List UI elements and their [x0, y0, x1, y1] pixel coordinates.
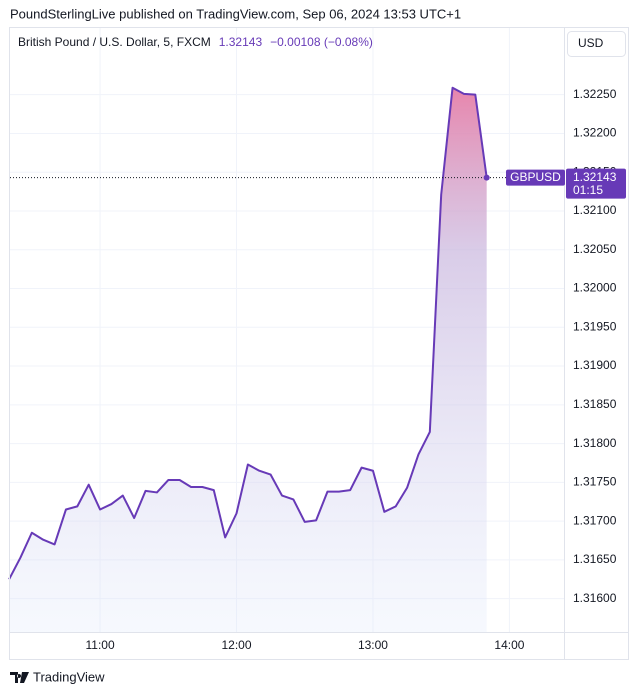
x-tick-label: 12:00 — [221, 638, 251, 652]
last-point — [483, 174, 490, 181]
currency-button[interactable] — [567, 31, 626, 57]
x-tick-label: 13:00 — [358, 638, 388, 652]
price-tag-countdown: 01:15 — [573, 183, 603, 197]
brand-logo — [10, 672, 29, 683]
currency-label: USD — [578, 36, 604, 50]
y-tick-label: 1.32100 — [573, 203, 617, 217]
y-tick-label: 1.31800 — [573, 436, 617, 450]
legend-title: British Pound / U.S. Dollar, 5, FXCM — [18, 35, 211, 49]
area-fill — [9, 87, 487, 632]
y-tick-label: 1.31600 — [573, 591, 617, 605]
y-tick-label: 1.31750 — [573, 475, 617, 489]
x-tick-label: 11:00 — [85, 638, 114, 652]
y-tick-label: 1.32050 — [573, 242, 617, 256]
header: PoundSterlingLive published on TradingVi… — [10, 6, 461, 21]
y-tick-label: 1.31950 — [573, 319, 617, 333]
y-tick-label: 1.32250 — [573, 87, 617, 101]
line — [8, 86, 488, 580]
y-tick-label: 1.31700 — [573, 513, 617, 527]
chart-frame — [9, 27, 629, 660]
symbol-tag — [506, 169, 565, 186]
legend-change: −0.00108 (−0.08%) — [270, 35, 373, 49]
legend: British Pound / U.S. Dollar, 5, FXCM 1.32… — [18, 35, 373, 49]
price-tag-value: 1.32143 — [573, 170, 617, 184]
x-tick-label: 14:00 — [494, 638, 524, 652]
y-tick-label: 1.32000 — [573, 281, 617, 295]
symbol-tag-label: GBPUSD — [510, 170, 561, 184]
brand: TradingView — [10, 669, 105, 684]
price-tag — [566, 168, 626, 199]
y-tick-label: 1.31650 — [573, 552, 617, 566]
y-tick-label: 1.32200 — [573, 126, 617, 140]
y-tick-label: 1.31900 — [573, 358, 617, 372]
legend-value: 1.32143 — [219, 35, 263, 49]
y-tick-label: 1.31850 — [573, 397, 617, 411]
brand-name: TradingView — [33, 669, 105, 684]
